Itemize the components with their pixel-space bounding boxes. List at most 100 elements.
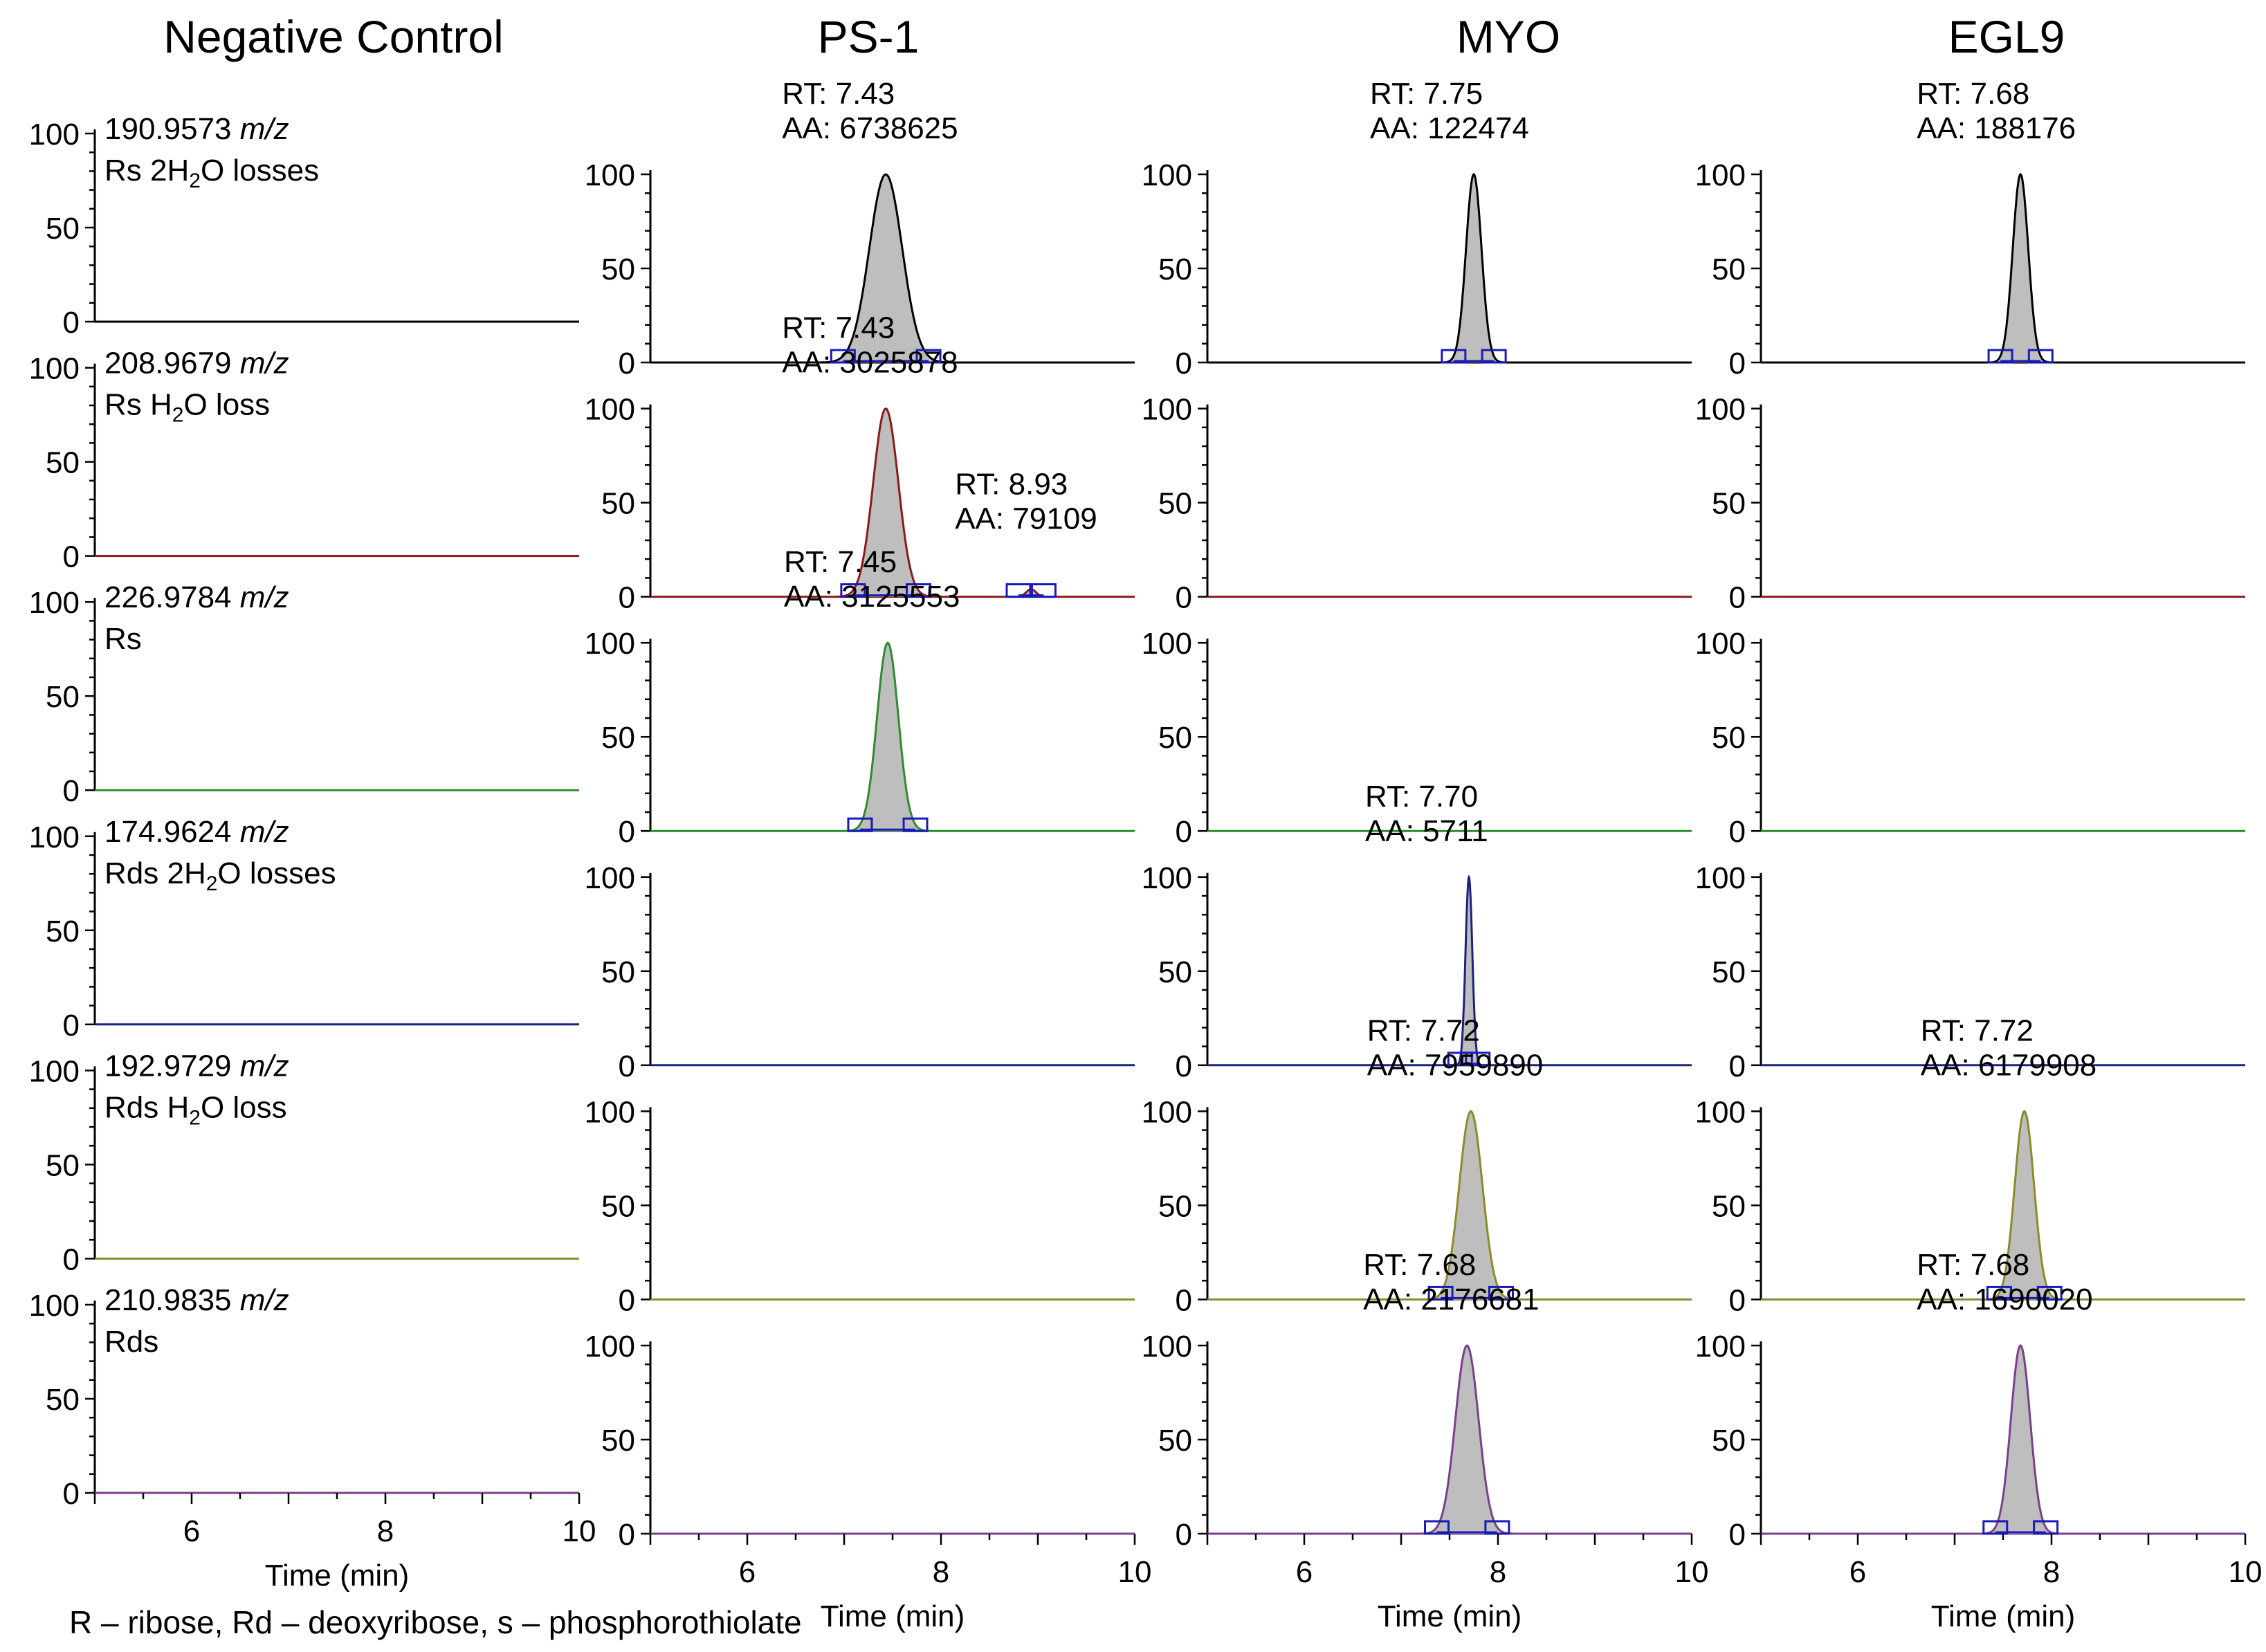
y-tick-label: 50 xyxy=(601,1189,635,1223)
compound-text: O loss xyxy=(201,1090,287,1124)
footnote: R – ribose, Rd – deoxyribose, s – phosph… xyxy=(69,1604,802,1640)
peak-fill xyxy=(1989,174,2052,362)
compound-subscript: 2 xyxy=(189,169,201,192)
row-compound-label: Rs H2O loss xyxy=(104,388,270,427)
y-tick-label: 0 xyxy=(1176,1518,1192,1552)
y-tick-label: 0 xyxy=(1729,815,1746,849)
integration-boundary-marker xyxy=(847,817,873,832)
integration-boundary-marker xyxy=(1441,349,1467,364)
integration-boundary-marker xyxy=(1986,1285,2012,1301)
mz-unit: m/z xyxy=(240,815,289,849)
x-tick-label: 8 xyxy=(933,1555,949,1589)
peak-trace xyxy=(1443,172,1505,364)
y-tick-label: 100 xyxy=(585,627,635,661)
y-tick-label: 0 xyxy=(1729,581,1746,615)
mz-value: 208.9679 xyxy=(104,347,240,380)
integration-boundary-marker xyxy=(2033,1520,2059,1535)
column-title-myo: MYO xyxy=(1456,11,1560,62)
integration-boundary-marker xyxy=(1030,583,1057,598)
mz-value: 174.9624 xyxy=(104,815,240,849)
panel-r1-c0: 0 50 100 208.9679 m/z Rs H2O loss xyxy=(29,347,579,574)
peak-rt-label: RT: 7.70 xyxy=(1365,780,1478,814)
y-tick-label: 0 xyxy=(619,1049,635,1083)
y-tick-label: 0 xyxy=(1176,347,1192,380)
y-tick-label: 0 xyxy=(619,1518,635,1552)
x-axis-label: Time (min) xyxy=(1931,1599,2076,1633)
peak-aa-label: AA: 3125553 xyxy=(784,580,960,614)
integration-boundary-marker xyxy=(2027,349,2054,364)
integration-boundary-marker xyxy=(2036,1285,2063,1301)
panel-r1-c3: 0 50 100 xyxy=(1695,393,2245,615)
y-tick-label: 100 xyxy=(1142,393,1192,427)
y-tick-label: 0 xyxy=(619,581,635,615)
integration-boundary-marker xyxy=(915,349,942,364)
y-tick-label: 100 xyxy=(1142,861,1192,895)
panel-r4-c0: 0 50 100 192.9729 m/z Rds H2O loss xyxy=(29,1049,579,1276)
compound-subscript: 2 xyxy=(206,872,218,895)
y-tick-label: 0 xyxy=(1729,1283,1746,1317)
y-tick-label: 50 xyxy=(46,446,80,480)
y-tick-label: 0 xyxy=(63,1242,80,1276)
peak-fill xyxy=(1420,1346,1514,1534)
y-tick-label: 0 xyxy=(1729,1049,1746,1083)
panel-r3-c1: 0 50 100 xyxy=(585,861,1135,1083)
y-tick-label: 100 xyxy=(1695,158,1746,192)
integration-boundary-marker xyxy=(1987,349,2013,364)
peak-fill xyxy=(1443,174,1505,362)
integration-boundary-marker xyxy=(1481,349,1507,364)
peak-rt-label: RT: 7.45 xyxy=(784,545,897,579)
column-title-negative-control: Negative Control xyxy=(163,11,504,62)
compound-text: O losses xyxy=(201,154,319,187)
integration-boundary-marker xyxy=(1488,1285,1514,1301)
panel-r3-c0: 0 50 100 174.9624 m/z Rds 2H2O losses xyxy=(29,815,579,1043)
panel-r2-c2: 0 50 100 xyxy=(1142,627,1692,849)
y-tick-label: 100 xyxy=(29,1054,80,1088)
peak-trace xyxy=(1455,874,1483,1067)
peak-rt-label: RT: 7.68 xyxy=(1917,77,2029,111)
y-tick-label: 50 xyxy=(601,721,635,755)
peak-fill xyxy=(1455,877,1483,1065)
integration-boundary-marker xyxy=(1982,1520,2009,1535)
peak-rt-label: RT: 7.43 xyxy=(782,77,895,111)
compound-text: Rs xyxy=(104,622,142,656)
y-tick-label: 50 xyxy=(1712,487,1746,521)
peak-trace xyxy=(1420,1344,1514,1535)
y-tick-label: 100 xyxy=(585,1095,635,1129)
peak-rt-label: RT: 7.68 xyxy=(1917,1248,2029,1282)
x-tick-label: 6 xyxy=(183,1514,200,1548)
peak-fill xyxy=(1985,1111,2063,1300)
row-compound-label: Rs xyxy=(104,622,142,656)
column-title-egl9: EGL9 xyxy=(1948,11,2065,62)
panel-r0-c0: 0 50 100 190.9573 m/z Rs 2H2O losses xyxy=(29,112,579,340)
y-tick-label: 100 xyxy=(585,1330,635,1364)
peak-aa-label: AA: 2176681 xyxy=(1363,1283,1539,1316)
y-tick-label: 100 xyxy=(585,158,635,192)
y-tick-label: 50 xyxy=(1712,721,1746,755)
peak-aa-label: AA: 6738625 xyxy=(782,111,958,145)
column-titles: Negative Control PS-1 MYO EGL9 xyxy=(163,11,2065,62)
y-tick-label: 0 xyxy=(1729,347,1746,380)
compound-text: Rds 2H xyxy=(104,856,206,890)
mz-value: 226.9784 xyxy=(104,580,240,614)
peak-rt-label: RT: 7.68 xyxy=(1363,1248,1476,1282)
row-compound-label: Rds xyxy=(104,1325,158,1359)
y-tick-label: 0 xyxy=(619,1283,635,1317)
peak-trace xyxy=(845,641,931,832)
x-tick-label: 10 xyxy=(1675,1555,1709,1589)
peak-rt-label: RT: 7.43 xyxy=(782,311,895,345)
y-tick-label: 100 xyxy=(1695,1330,1746,1364)
peak-trace xyxy=(820,173,952,364)
peak-rt-label: RT: 7.75 xyxy=(1370,77,1483,111)
y-tick-label: 0 xyxy=(1176,1049,1192,1083)
y-tick-label: 0 xyxy=(1176,815,1192,849)
compound-text: Rs 2H xyxy=(104,154,189,187)
row-mz-label: 226.9784 m/z xyxy=(104,580,289,614)
mz-value: 190.9573 xyxy=(104,112,240,146)
peak-aa-label: AA: 6179908 xyxy=(1921,1048,2096,1082)
compound-text: Rs H xyxy=(104,388,172,422)
integration-boundary-marker xyxy=(840,583,866,598)
